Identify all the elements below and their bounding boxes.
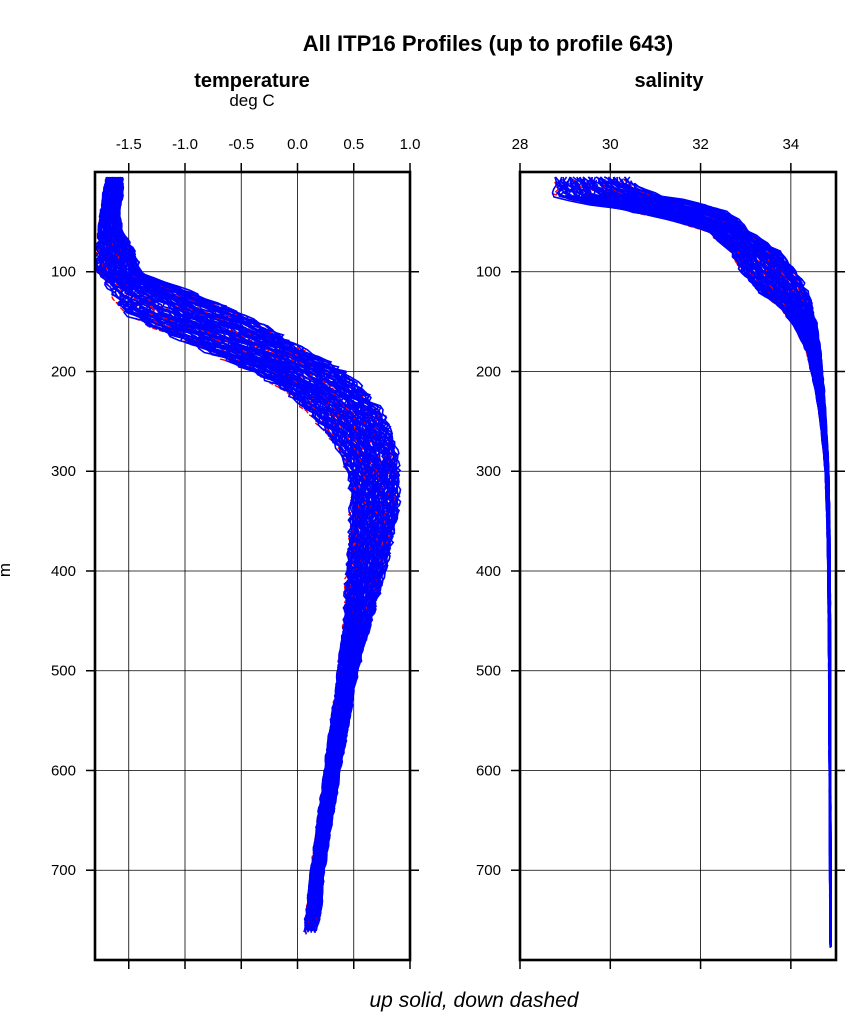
- up-profile-line: [95, 180, 357, 927]
- up-profile-line: [117, 176, 399, 920]
- y-tick-label: 100: [51, 264, 76, 281]
- y-tick-label: 400: [476, 563, 501, 580]
- up-profile-line: [625, 176, 832, 948]
- x-tick-label: -0.5: [228, 136, 254, 153]
- plot-frame: [518, 170, 838, 962]
- y-tick-label: 300: [476, 463, 501, 480]
- figure-title: All ITP16 Profiles (up to profile 643): [303, 31, 673, 56]
- y-tick-label: 700: [51, 862, 76, 879]
- temperature-axes: -1.5 -1.0 -0.5 0.0 0.5 1.0 100 200 300 400 500 600 7…: [51, 136, 420, 969]
- salinity-profiles: [551, 176, 832, 948]
- x-tick-label: 0.0: [287, 136, 308, 153]
- up-profile-line: [118, 176, 401, 924]
- y-tick-label: 600: [51, 762, 76, 779]
- y-tick-label: 600: [476, 762, 501, 779]
- depth-axis-label: m: [0, 563, 14, 577]
- up-profile-line: [110, 177, 383, 921]
- down-profile-line: [100, 184, 362, 920]
- x-tick-label: 1.0: [400, 136, 421, 153]
- temperature-axis-label: deg C: [229, 91, 274, 110]
- y-tick-label: 400: [51, 563, 76, 580]
- y-tick-label: 700: [476, 862, 501, 879]
- x-tick-label: 32: [692, 136, 709, 153]
- salinity-panel: salinity 28 30 32 34 100 200 300 400 500 600 700: [476, 70, 845, 969]
- y-tick-label: 500: [51, 663, 76, 680]
- up-profile-line: [108, 176, 379, 924]
- temperature-panel: temperature deg C m -1.5 -1.0 -0.5 0.0 0.5 1.…: [0, 70, 420, 969]
- up-profile-line: [108, 184, 380, 919]
- temperature-panel-title: temperature: [194, 70, 310, 92]
- salinity-panel-title: salinity: [635, 70, 705, 92]
- up-profile-line: [612, 176, 832, 940]
- x-tick-label: -1.5: [116, 136, 142, 153]
- x-tick-label: 28: [512, 136, 529, 153]
- x-tick-label: 30: [602, 136, 619, 153]
- up-profile-line: [111, 176, 385, 932]
- plot-frame: [93, 170, 412, 962]
- y-tick-label: 500: [476, 663, 501, 680]
- y-tick-label: 100: [476, 264, 501, 281]
- x-tick-label: 34: [783, 136, 800, 153]
- x-tick-label: -1.0: [172, 136, 198, 153]
- temperature-profiles: [94, 176, 402, 935]
- y-tick-label: 300: [51, 463, 76, 480]
- line-style-legend: up solid, down dashed: [370, 989, 580, 1012]
- salinity-axes: 28 30 32 34 100 200 300 400 500 600 700: [476, 136, 845, 969]
- x-tick-label: 0.5: [343, 136, 364, 153]
- y-tick-label: 200: [51, 363, 76, 380]
- y-tick-label: 200: [476, 363, 501, 380]
- up-profile-line: [112, 176, 386, 916]
